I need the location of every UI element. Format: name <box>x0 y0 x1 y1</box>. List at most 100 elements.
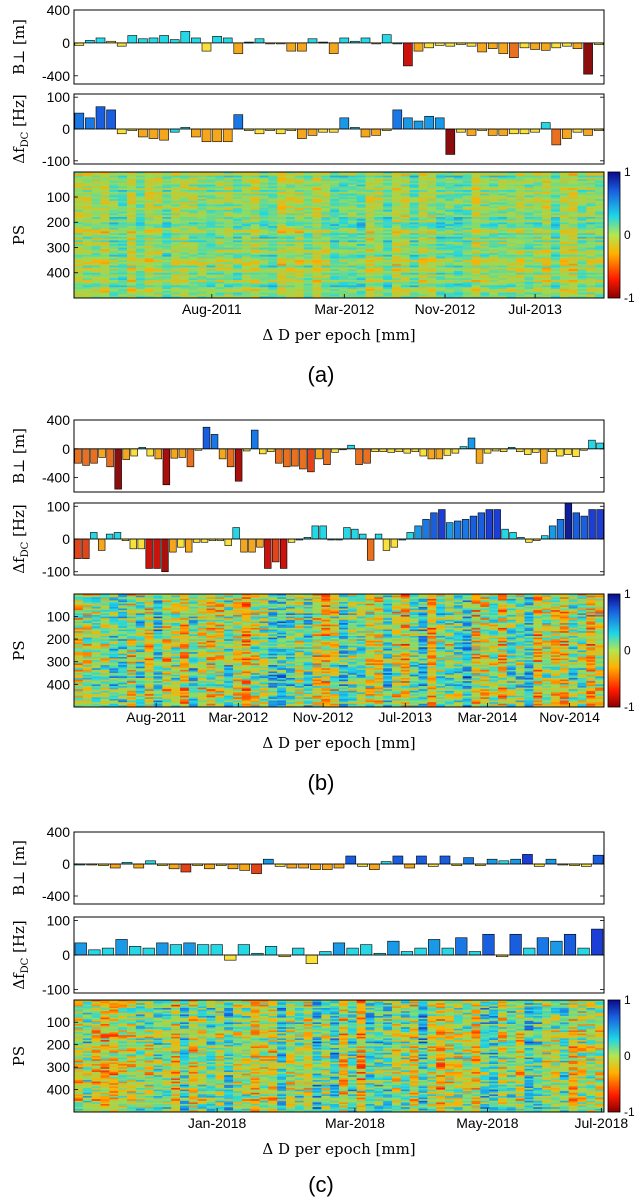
heatmap-a-cell <box>506 231 517 234</box>
heatmap-a-cell <box>453 220 464 223</box>
heatmap-a-cell <box>277 247 287 250</box>
heatmap-a-cell <box>577 249 587 252</box>
heatmap-a-cell <box>471 211 481 214</box>
heatmap-a-cell <box>595 217 605 220</box>
heatmap-a-cell <box>356 249 366 252</box>
heatmap-a-cell <box>135 206 146 209</box>
heatmap-a-cell <box>162 211 172 214</box>
heatmap-a-cell <box>551 242 561 245</box>
heatmap-a-cell <box>286 190 296 193</box>
heatmap-a-cell <box>171 222 181 225</box>
heatmap-a-cell <box>303 226 313 229</box>
heatmap-a-cell <box>303 209 313 212</box>
heatmap-a-cell <box>559 215 570 218</box>
heatmap-a-cell <box>144 231 154 234</box>
heatmap-a-cell <box>91 191 101 194</box>
heatmap-a-cell <box>100 186 110 189</box>
heatmap-a-cell <box>188 177 199 180</box>
heatmap-a-cell <box>144 236 154 239</box>
heatmap-a-cell <box>339 191 349 194</box>
heatmap-a-cell <box>74 240 84 243</box>
heatmap-a-cell <box>294 238 305 241</box>
heatmap-a-cell <box>91 215 101 218</box>
heatmap-a-cell <box>453 181 464 184</box>
heatmap-a-cell <box>109 247 119 250</box>
heatmap-a-cell <box>303 204 313 207</box>
heatmap-a-cell <box>321 240 331 243</box>
heatmap-a-cell <box>559 211 570 214</box>
heatmap-a-cell <box>498 218 508 221</box>
heatmap-a-cell <box>489 184 499 187</box>
heatmap-a-cell <box>312 202 322 205</box>
heatmap-a-cell <box>109 188 119 191</box>
heatmap-a-cell <box>586 191 596 194</box>
heatmap-a-cell <box>321 217 331 220</box>
heatmap-a-cell <box>171 209 181 212</box>
heatmap-a-cell <box>91 218 101 221</box>
heatmap-a-cell <box>436 206 446 209</box>
heatmap-a-cell <box>392 240 402 243</box>
heatmap-a-cell <box>339 249 349 252</box>
heatmap-a-cell <box>339 229 349 232</box>
heatmap-a-cell <box>506 179 517 182</box>
heatmap-a-cell <box>206 188 216 191</box>
heatmap-a-cell <box>453 247 464 250</box>
heatmap-a-cell <box>506 238 517 241</box>
heatmap-a-cell <box>197 184 207 187</box>
heatmap-a-cell <box>533 222 543 225</box>
heatmap-a-cell <box>418 222 428 225</box>
heatmap-a-cell <box>595 220 605 223</box>
heatmap-a-cell <box>250 215 260 218</box>
heatmap-a-cell <box>197 233 207 236</box>
heatmap-a-cell <box>347 191 358 194</box>
heatmap-a-cell <box>427 172 437 175</box>
heatmap-a-cell <box>453 179 464 182</box>
heatmap-a-cell <box>118 227 128 230</box>
heatmap-a-cell <box>321 253 331 256</box>
heatmap-a-cell <box>303 220 313 223</box>
heatmap-a-cell <box>586 227 596 230</box>
heatmap-a-cell <box>180 236 190 239</box>
heatmap-a-cell <box>144 240 154 243</box>
heatmap-a-cell <box>118 240 128 243</box>
heatmap-a-cell <box>224 227 234 230</box>
heatmap-a-cell <box>418 182 428 185</box>
heatmap-a-cell <box>356 213 366 216</box>
heatmap-a-cell <box>427 253 437 256</box>
heatmap-a-cell <box>356 218 366 221</box>
heatmap-a-cell <box>542 229 552 232</box>
heatmap-a-cell <box>595 191 605 194</box>
heatmap-a-cell <box>524 197 534 200</box>
heatmap-a-cell <box>188 208 199 211</box>
heatmap-a-cell <box>374 199 384 202</box>
fdc-b-bar <box>564 502 573 540</box>
heatmap-a-cell <box>250 184 260 187</box>
heatmap-a-cell <box>392 197 402 200</box>
heatmap-a-cell <box>127 188 137 191</box>
heatmap-a-cell <box>524 226 534 229</box>
heatmap-a-cell <box>74 238 84 241</box>
heatmap-a-cell <box>127 236 137 239</box>
heatmap-a-cell <box>418 195 428 198</box>
heatmap-a-cell <box>347 222 358 225</box>
heatmap-a-cell <box>533 245 543 248</box>
heatmap-a-cell <box>286 217 296 220</box>
heatmap-a-cell <box>250 249 260 252</box>
heatmap-a-cell <box>294 173 305 176</box>
heatmap-a-cell <box>135 217 146 220</box>
heatmap-a-cell <box>153 242 163 245</box>
fdc-b-bar <box>525 538 533 543</box>
heatmap-a-cell <box>400 188 411 191</box>
heatmap-a-cell <box>118 209 128 212</box>
heatmap-a-cell <box>206 224 216 227</box>
heatmap-a-cell <box>286 240 296 243</box>
heatmap-a-cell <box>330 224 340 227</box>
heatmap-a-cell <box>162 220 172 223</box>
heatmap-a-cell <box>489 240 499 243</box>
heatmap-a-cell <box>74 218 84 221</box>
heatmap-a-cell <box>489 177 499 180</box>
fdc-a-ytick-label: -100 <box>42 153 70 169</box>
heatmap-a-cell <box>427 209 437 212</box>
heatmap-a-xlabel: Δ D per epoch [mm] <box>262 326 415 344</box>
heatmap-a-cell <box>330 220 340 223</box>
